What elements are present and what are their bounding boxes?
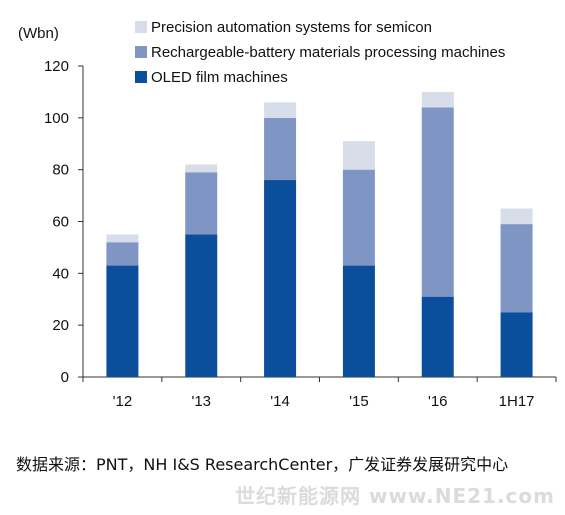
- y-tick-label: 80: [52, 162, 69, 179]
- legend-label: Precision automation systems for semicon: [151, 19, 432, 36]
- bar-segment: [185, 234, 218, 377]
- bar-segment: [421, 107, 454, 297]
- bar-segment: [421, 296, 454, 377]
- x-tick-label: '15: [349, 393, 369, 410]
- y-tick-label: 20: [52, 317, 69, 334]
- legend-swatch: [135, 21, 147, 33]
- bar-segment: [500, 312, 533, 377]
- bar-segment: [106, 234, 139, 243]
- bar-segment: [106, 242, 139, 266]
- bar-segment: [264, 117, 297, 181]
- bar-segment: [264, 102, 297, 118]
- bar-segment: [106, 265, 139, 377]
- legend-label: Rechargeable-battery materials processin…: [151, 44, 505, 61]
- y-tick-label: 120: [44, 58, 69, 75]
- y-tick-label: 60: [52, 214, 69, 231]
- bar-segment: [342, 169, 375, 266]
- legend-swatch: [135, 46, 147, 58]
- bar-segment: [500, 224, 533, 313]
- bar-segment: [500, 208, 533, 225]
- x-axis: '12 '13 '14 '15 '16 1H17: [82, 376, 557, 410]
- bar-segment: [421, 91, 454, 108]
- bar-segment: [185, 164, 218, 173]
- x-tick-label: '12: [113, 393, 133, 410]
- legend-label: OLED film machines: [151, 69, 288, 86]
- y-tick-label: 40: [52, 265, 69, 282]
- x-tick-label: 1H17: [499, 393, 535, 410]
- y-tick-label: 0: [61, 369, 69, 386]
- legend: Precision automation systems for semicon…: [135, 19, 505, 86]
- bars: [106, 91, 533, 377]
- x-tick-label: '14: [270, 393, 290, 410]
- legend-swatch: [135, 71, 147, 83]
- bar-segment: [185, 172, 218, 235]
- x-tick-label: '16: [428, 393, 448, 410]
- watermark: 世纪新能源网 www.NE21.com: [235, 484, 555, 508]
- source-note: 数据来源：PNT，NH I&S ResearchCenter，广发证券发展研究中…: [16, 455, 509, 474]
- x-tick-label: '13: [191, 393, 211, 410]
- bar-segment: [264, 180, 297, 377]
- y-tick-label: 100: [44, 110, 69, 127]
- y-axis-unit-label: (Wbn): [18, 25, 59, 42]
- bar-segment: [342, 265, 375, 377]
- y-axis: 0 20 40 60 80 100 120: [44, 58, 84, 386]
- bar-segment: [342, 141, 375, 170]
- stacked-bar-chart: (Wbn) Precision automation systems for s…: [18, 19, 557, 410]
